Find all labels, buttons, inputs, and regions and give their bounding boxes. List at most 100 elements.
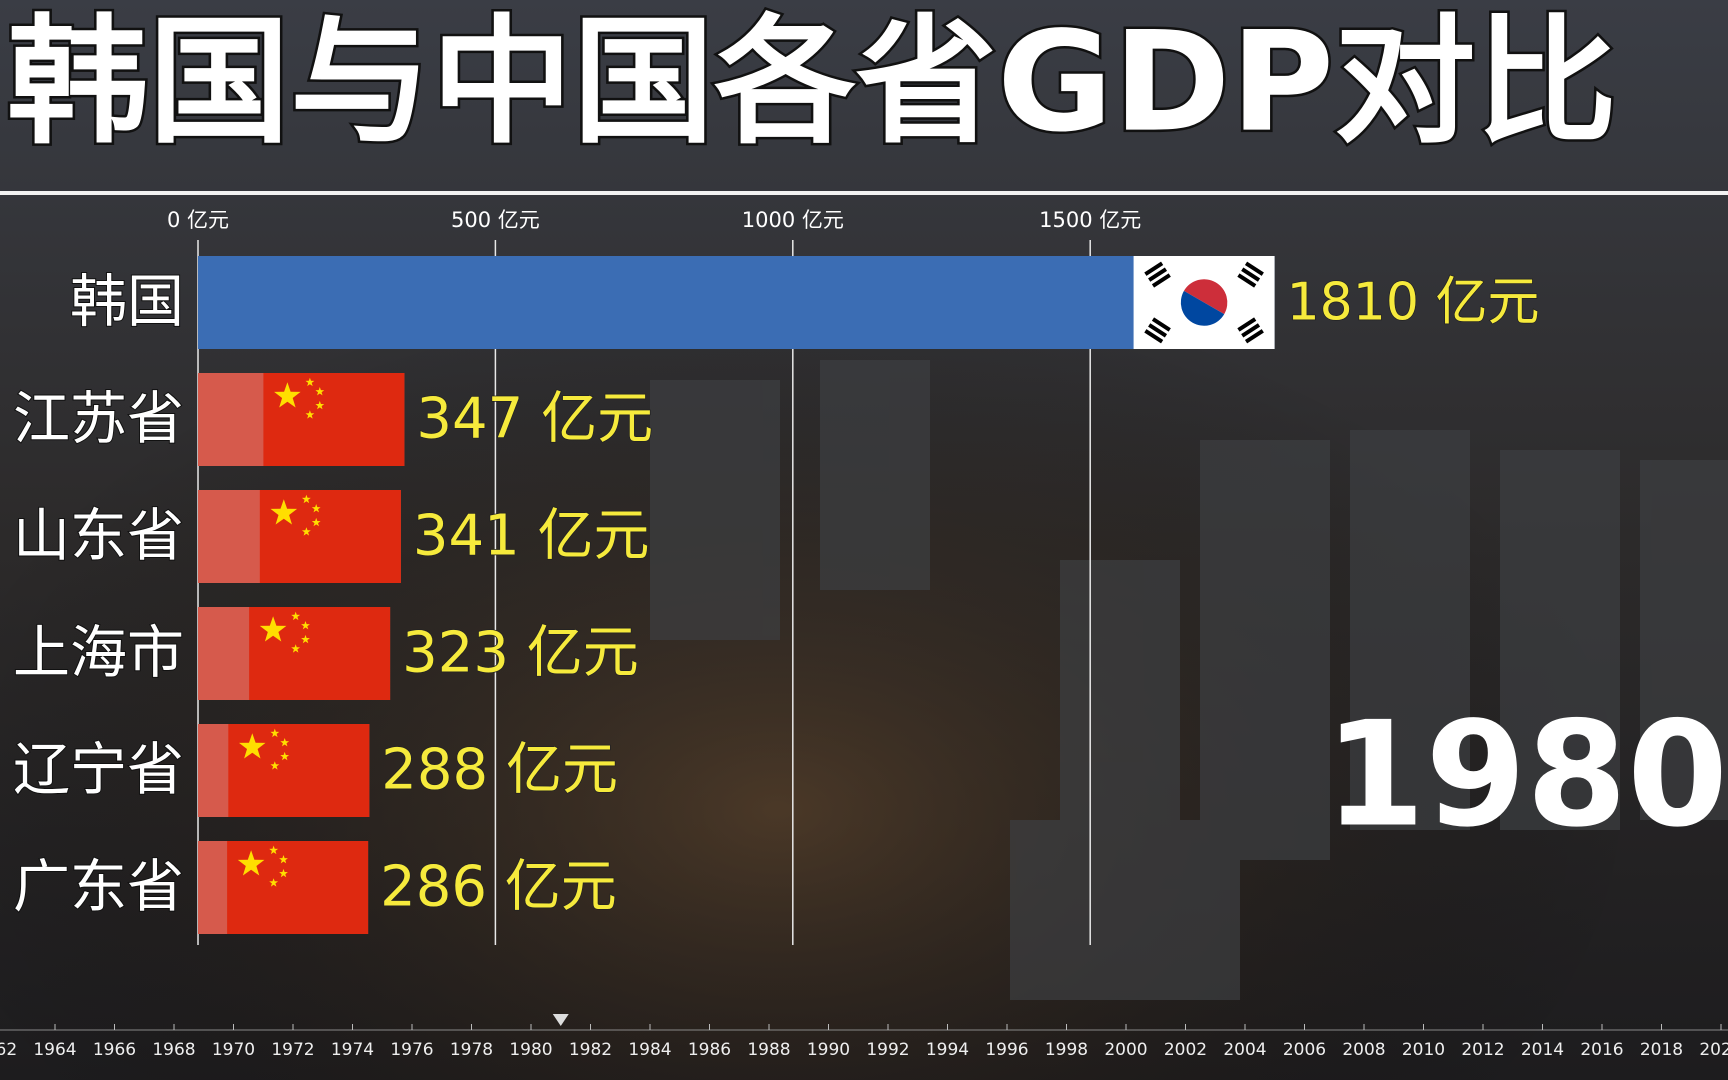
timeline-label: 1970 <box>212 1040 255 1060</box>
timeline-label: 2000 <box>1104 1040 1147 1060</box>
flag-trigram <box>1144 329 1164 344</box>
flag-trigram <box>1151 317 1171 332</box>
flag-star <box>239 733 266 759</box>
value-label: 347 亿元 <box>416 387 653 452</box>
flag-trigram <box>1237 273 1257 288</box>
value-label: 341 亿元 <box>413 504 650 569</box>
timeline-label: 1964 <box>33 1040 76 1060</box>
timeline-label: 2010 <box>1402 1040 1445 1060</box>
timeline-label: 1982 <box>569 1040 612 1060</box>
flag-taeguk-red <box>1183 279 1228 315</box>
flag-star <box>311 517 321 527</box>
y-tick-label: 辽宁省 <box>13 737 184 803</box>
timeline-label: 2008 <box>1342 1040 1385 1060</box>
timeline-label: 1996 <box>985 1040 1028 1060</box>
flag-star <box>270 499 298 525</box>
flag-trigram <box>1244 261 1264 276</box>
flag-star <box>259 616 287 642</box>
timeline-marker <box>552 1014 569 1026</box>
timeline-label: 1992 <box>866 1040 909 1060</box>
flag-kr <box>1133 256 1275 349</box>
flag-star <box>279 855 288 864</box>
flag-cn <box>227 841 369 934</box>
flag-star <box>315 387 325 396</box>
x-tick-label: 1500 亿元 <box>1039 208 1141 232</box>
flag-taeguk-blue <box>1180 290 1225 326</box>
flag-star <box>279 868 288 878</box>
timeline-label: 1986 <box>688 1040 731 1060</box>
flag-star <box>291 611 301 621</box>
chart-title: 韩国与中国各省GDP对比 <box>7 2 1617 163</box>
flag-field <box>259 490 401 583</box>
timeline-label: 1994 <box>926 1040 969 1060</box>
flag-trigram <box>1151 273 1171 288</box>
title-rule <box>0 191 1728 195</box>
timeline-label: 1972 <box>271 1040 314 1060</box>
timeline-label: 1978 <box>450 1040 493 1060</box>
timeline-label: 1990 <box>807 1040 850 1060</box>
flag-star <box>311 504 321 513</box>
y-tick-label: 山东省 <box>13 503 184 569</box>
grid <box>197 240 1091 945</box>
year-label: 1980 <box>1324 691 1728 860</box>
flag-field <box>263 373 405 466</box>
flag-trigram <box>1144 261 1164 276</box>
timeline-label: 1968 <box>152 1040 195 1060</box>
flag-field <box>227 841 369 934</box>
value-label: 286 亿元 <box>380 855 617 920</box>
flag-trigram <box>1241 267 1261 282</box>
flag-star <box>305 377 315 387</box>
flag-trigram <box>1148 267 1168 282</box>
timeline-label: 2012 <box>1461 1040 1504 1060</box>
flag-trigram <box>1241 323 1261 338</box>
y-tick-label: 韩国 <box>70 269 184 335</box>
flag-cn <box>259 490 401 583</box>
value-label: 288 亿元 <box>381 738 618 803</box>
timeline-label: 1976 <box>390 1040 433 1060</box>
flag-star <box>315 400 325 410</box>
timeline-label: 1988 <box>747 1040 790 1060</box>
flag-star <box>301 494 311 504</box>
y-tick-label: 广东省 <box>13 854 184 920</box>
timeline-label: 2002 <box>1164 1040 1207 1060</box>
y-tick-label: 江苏省 <box>13 386 184 452</box>
x-tick-label: 0 亿元 <box>167 208 229 232</box>
value-label: 323 亿元 <box>402 621 639 686</box>
timeline-label: 1974 <box>331 1040 374 1060</box>
flag-star <box>280 751 290 761</box>
flag-field <box>249 607 391 700</box>
flag-star <box>237 850 265 876</box>
x-tick-label: 1000 亿元 <box>742 208 844 232</box>
city-silhouette <box>650 360 1728 1000</box>
flag-star <box>269 845 279 855</box>
flag-star <box>280 738 290 747</box>
timeline-label: 2018 <box>1640 1040 1683 1060</box>
bar <box>198 256 1275 349</box>
timeline-label: 2020 <box>1699 1040 1728 1060</box>
flag-star <box>305 410 315 419</box>
flag-trigram <box>1148 323 1168 338</box>
flag-cn <box>249 607 391 700</box>
flag-star <box>301 634 310 644</box>
flag-cn <box>263 373 405 466</box>
timeline-label: 1962 <box>0 1040 17 1060</box>
flag-field <box>228 724 370 817</box>
timeline-label: 2004 <box>1223 1040 1266 1060</box>
flag-star <box>291 644 301 653</box>
y-tick-label: 上海市 <box>13 620 184 686</box>
timeline-label: 1984 <box>628 1040 671 1060</box>
timeline-label: 2014 <box>1521 1040 1564 1060</box>
flag-star <box>274 382 301 408</box>
timeline-label: 2016 <box>1580 1040 1623 1060</box>
value-label: 1810 亿元 <box>1287 273 1540 333</box>
flag-star <box>269 878 279 887</box>
timeline-label: 1966 <box>93 1040 136 1060</box>
flag-star <box>301 527 311 536</box>
flag-trigram <box>1237 317 1257 332</box>
x-tick-label: 500 亿元 <box>451 208 540 232</box>
timeline-label: 1998 <box>1045 1040 1088 1060</box>
flag-star <box>270 761 280 770</box>
flag-trigram <box>1244 329 1264 344</box>
